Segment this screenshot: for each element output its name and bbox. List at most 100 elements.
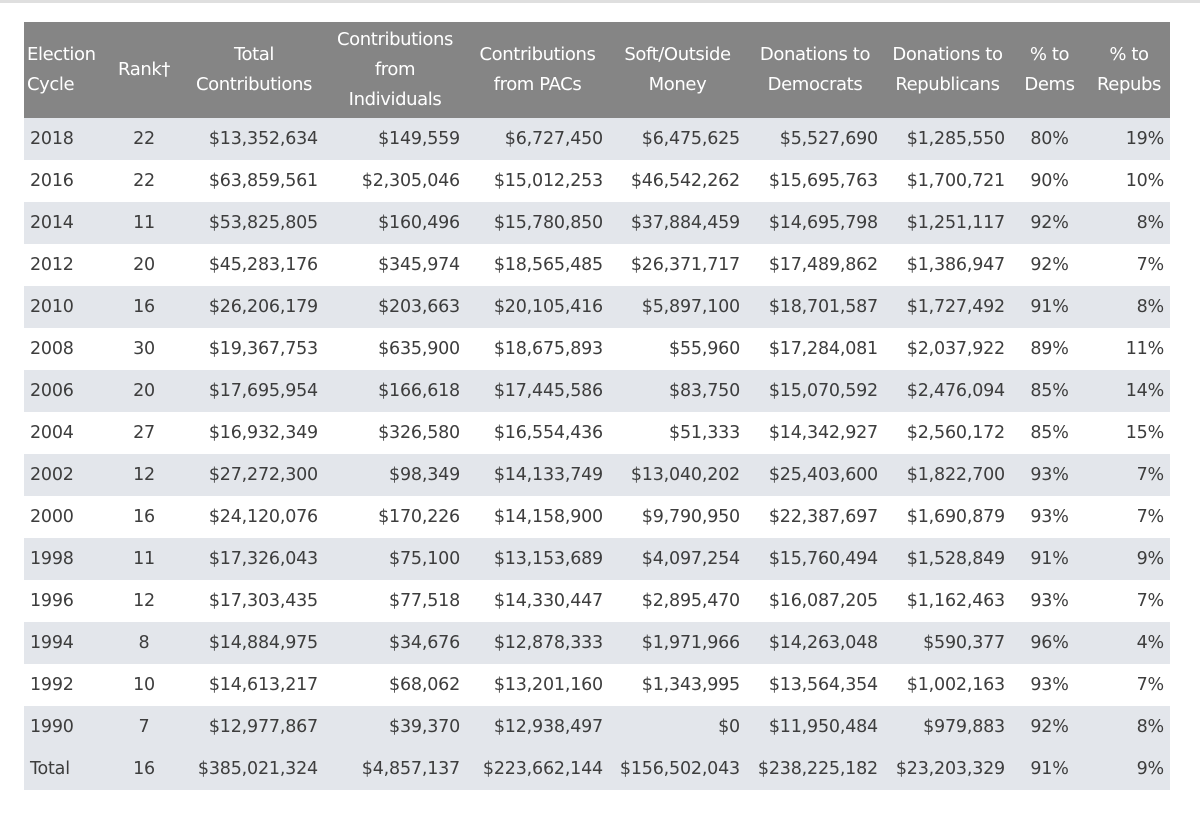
cell-contributions-individuals: $160,496 xyxy=(324,202,466,244)
cell-rank: 11 xyxy=(104,538,184,580)
table-body: 2018 22 $13,352,634 $149,559 $6,727,450 $6,47… xyxy=(24,118,1170,790)
cell-donations-democrats: $14,695,798 xyxy=(746,202,884,244)
cell-donations-republicans: $1,386,947 xyxy=(884,244,1011,286)
cell-total-contributions: $63,859,561 xyxy=(184,160,324,202)
cell-donations-democrats: $17,284,081 xyxy=(746,328,884,370)
cell-soft-outside-money: $5,897,100 xyxy=(609,286,746,328)
cell-contributions-individuals: $4,857,137 xyxy=(324,748,466,790)
cell-election-cycle: 2016 xyxy=(24,160,104,202)
cell-pct-dems: 93% xyxy=(1011,454,1088,496)
cell-soft-outside-money: $55,960 xyxy=(609,328,746,370)
cell-rank: 30 xyxy=(104,328,184,370)
cell-total-contributions: $385,021,324 xyxy=(184,748,324,790)
cell-total-contributions: $16,932,349 xyxy=(184,412,324,454)
cell-pct-dems: 93% xyxy=(1011,496,1088,538)
cell-pct-repubs: 7% xyxy=(1088,496,1170,538)
cell-contributions-individuals: $39,370 xyxy=(324,706,466,748)
cell-total-contributions: $14,884,975 xyxy=(184,622,324,664)
cell-soft-outside-money: $46,542,262 xyxy=(609,160,746,202)
table-row: 1992 10 $14,613,217 $68,062 $13,201,160 $1,34… xyxy=(24,664,1170,706)
table-row: 2016 22 $63,859,561 $2,305,046 $15,012,253 $4… xyxy=(24,160,1170,202)
column-header-contributions-pacs[interactable]: Contributions from PACs xyxy=(466,22,609,118)
cell-pct-repubs: 10% xyxy=(1088,160,1170,202)
cell-pct-dems: 91% xyxy=(1011,538,1088,580)
cell-rank: 22 xyxy=(104,118,184,160)
column-header-contributions-individuals[interactable]: Contributions from Individuals xyxy=(324,22,466,118)
cell-donations-republicans: $1,727,492 xyxy=(884,286,1011,328)
cell-contributions-individuals: $98,349 xyxy=(324,454,466,496)
cell-rank: 7 xyxy=(104,706,184,748)
cell-election-cycle: 2000 xyxy=(24,496,104,538)
cell-donations-democrats: $15,760,494 xyxy=(746,538,884,580)
cell-pct-repubs: 4% xyxy=(1088,622,1170,664)
cell-pct-repubs: 7% xyxy=(1088,454,1170,496)
contributions-table: Election Cycle Rank† Total Contributions… xyxy=(24,22,1170,790)
column-header-pct-dems[interactable]: % to Dems xyxy=(1011,22,1088,118)
cell-total-contributions: $24,120,076 xyxy=(184,496,324,538)
cell-donations-democrats: $22,387,697 xyxy=(746,496,884,538)
cell-soft-outside-money: $2,895,470 xyxy=(609,580,746,622)
cell-contributions-pacs: $14,330,447 xyxy=(466,580,609,622)
cell-election-cycle: 1996 xyxy=(24,580,104,622)
cell-total-contributions: $26,206,179 xyxy=(184,286,324,328)
cell-soft-outside-money: $0 xyxy=(609,706,746,748)
cell-contributions-individuals: $326,580 xyxy=(324,412,466,454)
cell-donations-republicans: $1,002,163 xyxy=(884,664,1011,706)
cell-donations-democrats: $16,087,205 xyxy=(746,580,884,622)
cell-donations-democrats: $238,225,182 xyxy=(746,748,884,790)
cell-pct-dems: 92% xyxy=(1011,706,1088,748)
cell-soft-outside-money: $26,371,717 xyxy=(609,244,746,286)
column-header-election-cycle[interactable]: Election Cycle xyxy=(24,22,104,118)
cell-pct-repubs: 7% xyxy=(1088,244,1170,286)
cell-donations-democrats: $15,695,763 xyxy=(746,160,884,202)
cell-contributions-pacs: $17,445,586 xyxy=(466,370,609,412)
cell-total-contributions: $14,613,217 xyxy=(184,664,324,706)
table-total-row: Total 16 $385,021,324 $4,857,137 $223,662,14… xyxy=(24,748,1170,790)
cell-total-contributions: $53,825,805 xyxy=(184,202,324,244)
cell-donations-republicans: $2,476,094 xyxy=(884,370,1011,412)
cell-rank: 20 xyxy=(104,244,184,286)
cell-rank: 16 xyxy=(104,748,184,790)
cell-contributions-pacs: $16,554,436 xyxy=(466,412,609,454)
cell-soft-outside-money: $13,040,202 xyxy=(609,454,746,496)
cell-rank: 20 xyxy=(104,370,184,412)
column-header-soft-outside-money[interactable]: Soft/Outside Money xyxy=(609,22,746,118)
cell-pct-dems: 91% xyxy=(1011,286,1088,328)
cell-pct-repubs: 15% xyxy=(1088,412,1170,454)
column-header-rank[interactable]: Rank† xyxy=(104,22,184,118)
column-header-total-contributions[interactable]: Total Contributions xyxy=(184,22,324,118)
cell-donations-republicans: $1,700,721 xyxy=(884,160,1011,202)
cell-donations-republicans: $1,251,117 xyxy=(884,202,1011,244)
cell-rank: 8 xyxy=(104,622,184,664)
cell-election-cycle: 2018 xyxy=(24,118,104,160)
cell-rank: 11 xyxy=(104,202,184,244)
cell-donations-democrats: $18,701,587 xyxy=(746,286,884,328)
cell-soft-outside-money: $1,971,966 xyxy=(609,622,746,664)
cell-contributions-pacs: $15,012,253 xyxy=(466,160,609,202)
cell-election-cycle: 2008 xyxy=(24,328,104,370)
cell-election-cycle: 2014 xyxy=(24,202,104,244)
cell-soft-outside-money: $4,097,254 xyxy=(609,538,746,580)
cell-donations-republicans: $1,528,849 xyxy=(884,538,1011,580)
cell-contributions-pacs: $12,878,333 xyxy=(466,622,609,664)
table-row: 2010 16 $26,206,179 $203,663 $20,105,416 $5,8… xyxy=(24,286,1170,328)
cell-contributions-individuals: $203,663 xyxy=(324,286,466,328)
table-row: 2018 22 $13,352,634 $149,559 $6,727,450 $6,47… xyxy=(24,118,1170,160)
cell-donations-republicans: $1,162,463 xyxy=(884,580,1011,622)
cell-total-contributions: $17,303,435 xyxy=(184,580,324,622)
cell-pct-repubs: 8% xyxy=(1088,706,1170,748)
cell-total-contributions: $17,695,954 xyxy=(184,370,324,412)
cell-total-contributions: $13,352,634 xyxy=(184,118,324,160)
column-header-donations-democrats[interactable]: Donations to Democrats xyxy=(746,22,884,118)
cell-contributions-individuals: $68,062 xyxy=(324,664,466,706)
cell-donations-democrats: $14,263,048 xyxy=(746,622,884,664)
cell-pct-dems: 93% xyxy=(1011,580,1088,622)
cell-donations-democrats: $15,070,592 xyxy=(746,370,884,412)
cell-pct-dems: 92% xyxy=(1011,202,1088,244)
cell-soft-outside-money: $156,502,043 xyxy=(609,748,746,790)
column-header-donations-republicans[interactable]: Donations to Republicans xyxy=(884,22,1011,118)
cell-contributions-pacs: $14,158,900 xyxy=(466,496,609,538)
table-row: 2002 12 $27,272,300 $98,349 $14,133,749 $13,0… xyxy=(24,454,1170,496)
column-header-pct-repubs[interactable]: % to Repubs xyxy=(1088,22,1170,118)
table-row: 2006 20 $17,695,954 $166,618 $17,445,586 $83,… xyxy=(24,370,1170,412)
